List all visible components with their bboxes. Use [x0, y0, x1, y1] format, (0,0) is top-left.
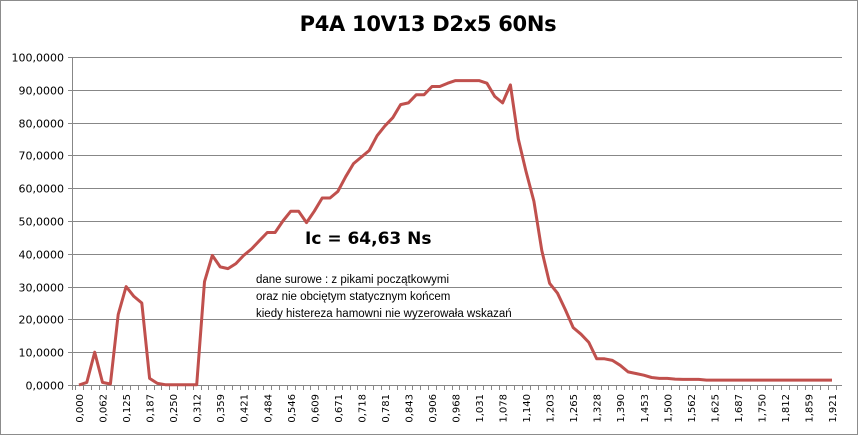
svg-text:1,812: 1,812	[781, 394, 792, 423]
note-line-3: kiedy histereza hamowni nie wyzerowała w…	[256, 308, 512, 320]
svg-text:10,0000: 10,0000	[19, 347, 65, 360]
svg-text:0,359: 0,359	[216, 394, 227, 423]
svg-text:100,0000: 100,0000	[12, 52, 65, 65]
svg-text:40,0000: 40,0000	[19, 249, 65, 262]
svg-text:1,328: 1,328	[593, 394, 604, 423]
svg-text:50,0000: 50,0000	[19, 216, 65, 229]
svg-text:0,312: 0,312	[193, 394, 204, 423]
svg-text:0,421: 0,421	[240, 394, 251, 423]
svg-text:1,140: 1,140	[522, 394, 533, 423]
svg-text:0,000: 0,000	[75, 394, 86, 423]
svg-text:1,687: 1,687	[734, 394, 745, 423]
svg-text:70,0000: 70,0000	[19, 150, 65, 163]
svg-text:0,062: 0,062	[99, 394, 110, 423]
svg-text:0,125: 0,125	[122, 394, 133, 423]
svg-text:1,750: 1,750	[757, 394, 768, 423]
svg-text:60,0000: 60,0000	[19, 183, 65, 196]
svg-text:0,609: 0,609	[310, 394, 321, 423]
note-line-2: oraz nie obciętym statycznym końcem	[256, 291, 451, 303]
svg-text:1,453: 1,453	[640, 394, 651, 423]
svg-text:0,187: 0,187	[146, 394, 157, 423]
svg-text:0,843: 0,843	[404, 394, 415, 423]
svg-text:30,0000: 30,0000	[19, 282, 65, 295]
y-axis: 0,0000 10,0000 20,0000 30,0000 40,0000 50,000…	[12, 52, 73, 393]
svg-text:1,921: 1,921	[828, 394, 839, 423]
svg-text:0,484: 0,484	[263, 394, 274, 423]
svg-text:1,500: 1,500	[663, 394, 674, 423]
svg-text:1,265: 1,265	[569, 394, 580, 423]
svg-text:1,625: 1,625	[710, 394, 721, 423]
gridlines	[68, 57, 842, 386]
chart-title: P4A 10V13 D2x5 60Ns	[299, 12, 557, 36]
x-axis: 0,000 0,062 0,125 0,187 0,250 0,312 0,359 0,421…	[75, 385, 839, 423]
svg-text:1,390: 1,390	[616, 394, 627, 423]
svg-text:80,0000: 80,0000	[19, 118, 65, 131]
svg-text:1,203: 1,203	[546, 394, 557, 423]
svg-text:0,250: 0,250	[169, 394, 180, 423]
svg-text:0,671: 0,671	[334, 394, 345, 423]
svg-text:0,718: 0,718	[357, 394, 368, 423]
svg-text:0,546: 0,546	[287, 394, 298, 423]
svg-text:0,781: 0,781	[381, 394, 392, 423]
svg-text:90,0000: 90,0000	[19, 85, 65, 98]
svg-text:1,031: 1,031	[475, 394, 486, 423]
svg-text:0,0000: 0,0000	[26, 380, 65, 393]
svg-text:1,078: 1,078	[499, 394, 510, 423]
svg-text:1,562: 1,562	[687, 394, 698, 423]
note-line-1: dane surowe : z pikami początkowymi	[256, 274, 450, 286]
svg-text:0,906: 0,906	[428, 394, 439, 423]
ic-annotation: Ic = 64,63 Ns	[305, 229, 432, 249]
svg-text:20,0000: 20,0000	[19, 314, 65, 327]
raw-data-note: dane surowe : z pikami początkowymi oraz…	[256, 272, 512, 323]
svg-text:1,859: 1,859	[804, 394, 815, 423]
svg-text:0,968: 0,968	[452, 394, 463, 423]
data-line	[78, 79, 832, 387]
